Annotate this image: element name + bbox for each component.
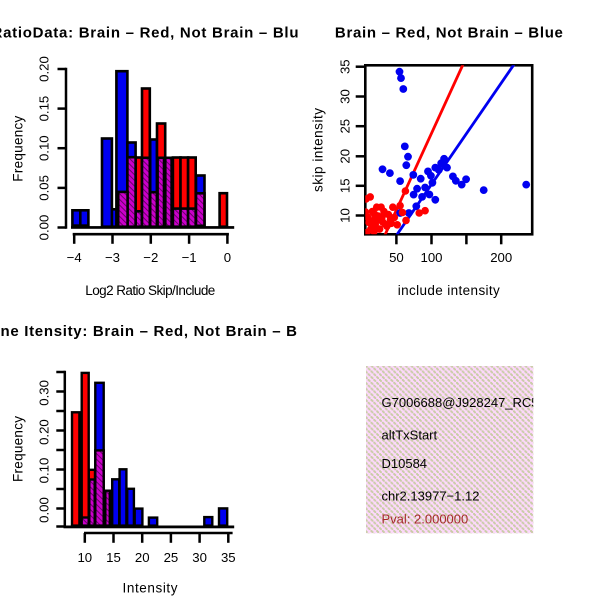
svg-text:−2: −2	[143, 250, 158, 265]
svg-text:0.20: 0.20	[37, 56, 52, 82]
svg-text:0.30: 0.30	[37, 380, 52, 406]
svg-text:100: 100	[420, 250, 442, 265]
svg-text:0.10: 0.10	[37, 458, 52, 484]
svg-text:−3: −3	[105, 250, 120, 265]
svg-text:Pval: 2.000000: Pval: 2.000000	[382, 511, 469, 526]
svg-text:15: 15	[338, 178, 353, 193]
svg-text:include intensity: include intensity	[398, 283, 500, 298]
svg-text:0.20: 0.20	[37, 419, 52, 445]
svg-text:35: 35	[221, 550, 236, 565]
svg-text:RatioData: Brain – Red, Not Br: RatioData: Brain – Red, Not Brain – Blu	[0, 25, 299, 42]
svg-text:10: 10	[338, 208, 353, 223]
svg-text:−4: −4	[67, 250, 82, 265]
svg-text:skip intensity: skip intensity	[311, 108, 326, 192]
svg-text:15: 15	[106, 550, 121, 565]
svg-text:10: 10	[77, 550, 92, 565]
svg-text:0.15: 0.15	[37, 96, 52, 122]
svg-text:50: 50	[389, 250, 404, 265]
svg-text:G7006688@J928247_RC5: G7006688@J928247_RC5	[382, 395, 539, 410]
svg-text:0.00: 0.00	[37, 497, 52, 523]
svg-text:0: 0	[224, 250, 231, 265]
svg-text:0.00: 0.00	[37, 215, 52, 241]
svg-text:D10584: D10584	[382, 456, 428, 471]
svg-text:0.05: 0.05	[37, 175, 52, 201]
svg-text:35: 35	[338, 59, 353, 74]
svg-text:30: 30	[338, 89, 353, 104]
svg-text:200: 200	[490, 250, 512, 265]
svg-text:Frequency: Frequency	[11, 115, 26, 181]
svg-text:−1: −1	[182, 250, 197, 265]
svg-text:Log2 Ratio Skip/Include: Log2 Ratio Skip/Include	[85, 283, 215, 298]
svg-text:ne Itensity: Brain – Red, Not: ne Itensity: Brain – Red, Not Brain – B	[1, 323, 298, 340]
svg-text:25: 25	[338, 119, 353, 134]
svg-text:25: 25	[164, 550, 179, 565]
svg-text:altTxStart: altTxStart	[382, 428, 438, 443]
svg-text:20: 20	[135, 550, 150, 565]
svg-text:20: 20	[338, 149, 353, 164]
svg-text:Intensity: Intensity	[123, 581, 178, 596]
svg-text:Brain – Red, Not Brain – Blue: Brain – Red, Not Brain – Blue	[335, 24, 563, 41]
svg-text:Frequency: Frequency	[11, 416, 26, 482]
svg-text:chr2.13977−1.12: chr2.13977−1.12	[382, 488, 480, 503]
svg-text:30: 30	[192, 550, 207, 565]
svg-text:0.10: 0.10	[37, 135, 52, 161]
